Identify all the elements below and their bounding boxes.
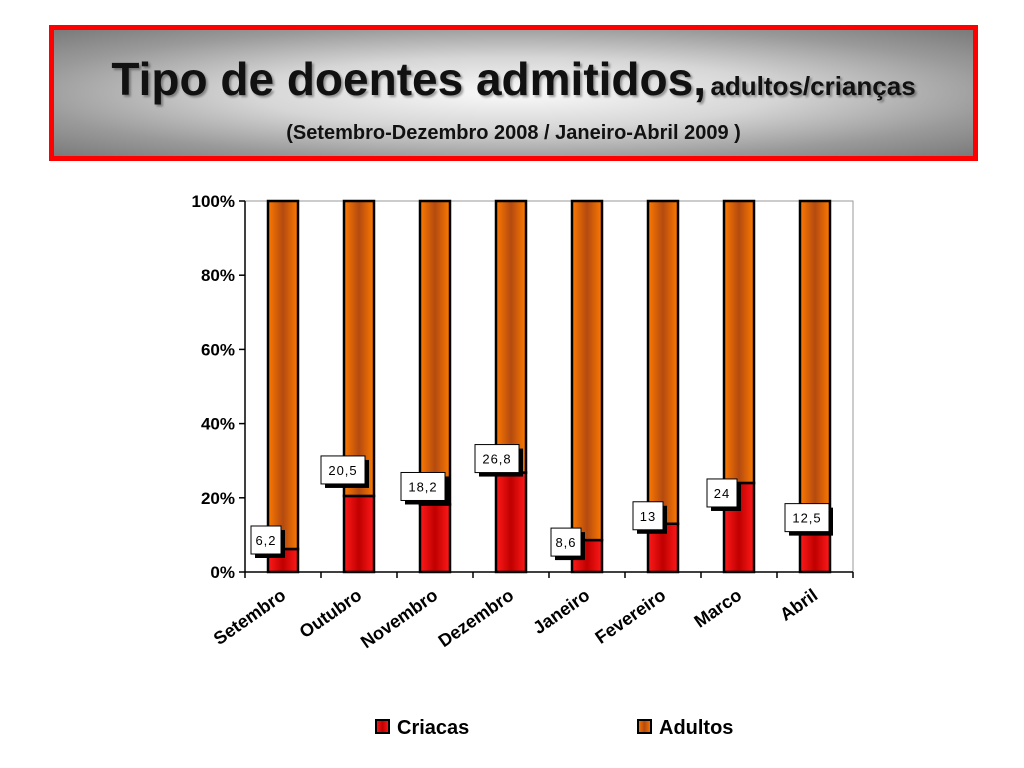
data-label: 12,5 (792, 511, 821, 526)
chart-subtitle: (Setembro-Dezembro 2008 / Janeiro-Abril … (286, 122, 741, 144)
x-category-label: Fevereiro (591, 585, 669, 648)
y-tick-label: 80% (201, 266, 235, 285)
data-label-box (250, 525, 282, 555)
legend-label-criacas: Criacas (397, 717, 469, 739)
y-tick-label: 20% (201, 489, 235, 508)
y-tick-label: 0% (210, 563, 235, 582)
data-label-box (320, 455, 366, 485)
chart-title: Tipo de doentes admitidos, adultos/crian… (54, 52, 973, 106)
data-label: 13 (640, 509, 656, 524)
data-label: 20,5 (328, 463, 357, 478)
data-label-box (550, 527, 582, 557)
y-tick-label: 40% (201, 415, 235, 434)
x-category-label: Setembro (210, 585, 289, 649)
x-category-label: Novembro (357, 585, 441, 652)
x-category-label: Marco (690, 585, 745, 632)
y-tick-label: 60% (201, 340, 235, 359)
data-label: 18,2 (408, 479, 437, 494)
legend-label-adultos: Adultos (659, 717, 733, 739)
data-label: 6,2 (255, 533, 276, 548)
bar-criacas (418, 503, 452, 574)
data-label-box (784, 503, 830, 533)
bar-adultos (570, 199, 604, 542)
title-main-text: Tipo de doentes admitidos, (111, 53, 706, 105)
x-category-label: Outubro (296, 585, 366, 642)
data-label-box (632, 501, 664, 531)
bar-adultos (266, 199, 300, 551)
legend-swatch-criacas (375, 719, 390, 734)
bar-adultos (798, 199, 832, 527)
bar-adultos (494, 199, 528, 474)
x-category-label: Janeiro (529, 585, 593, 638)
bar-adultos (722, 199, 756, 485)
data-label: 24 (714, 486, 730, 501)
bar-adultos (418, 199, 452, 506)
x-category-label: Dezembro (435, 585, 518, 651)
data-label: 8,6 (555, 535, 576, 550)
title-small-text: adultos/crianças (710, 71, 916, 101)
bar-criacas (494, 471, 528, 574)
bar-adultos (646, 199, 680, 526)
legend-swatch-adultos (637, 719, 652, 734)
data-label-box (474, 444, 520, 474)
data-label-box (400, 471, 446, 501)
bar-criacas (342, 494, 376, 574)
bar-adultos (342, 199, 376, 498)
x-category-label: Abril (776, 585, 821, 625)
y-tick-label: 100% (192, 192, 235, 211)
data-label-box (706, 478, 738, 508)
plot-area (244, 200, 854, 573)
title-banner: Tipo de doentes admitidos, adultos/crian… (49, 25, 978, 161)
data-label: 26,8 (482, 452, 511, 467)
